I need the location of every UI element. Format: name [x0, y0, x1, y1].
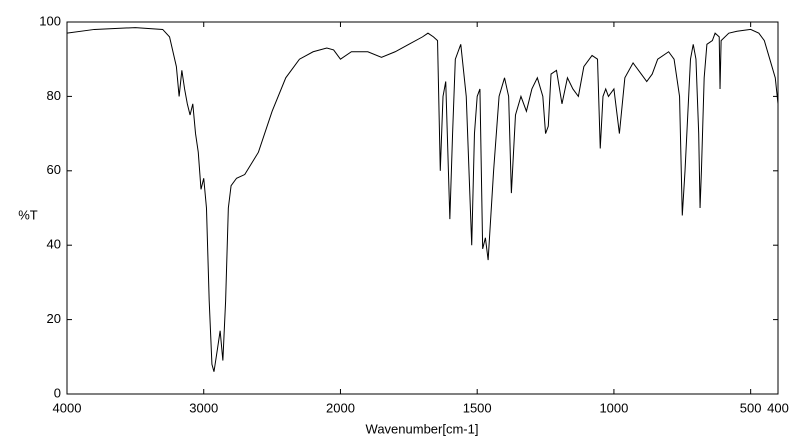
y-tick-label: 100	[39, 13, 61, 28]
spectrum-line	[66, 27, 779, 372]
x-tick-label: 400	[767, 400, 789, 415]
x-tick-label: 1000	[599, 400, 628, 415]
plot-frame	[66, 21, 779, 395]
x-tick-label: 3000	[189, 400, 218, 415]
y-axis-label: %T	[18, 207, 38, 222]
x-tick-label: 2000	[326, 400, 355, 415]
y-tick-label: 80	[47, 88, 61, 103]
y-tick-label: 20	[47, 311, 61, 326]
x-tick-label: 1500	[463, 400, 492, 415]
x-tick-label: 500	[740, 400, 762, 415]
y-tick-label: 40	[47, 237, 61, 252]
y-tick-label: 0	[54, 385, 61, 400]
x-axis-label: Wavenumber[cm-1]	[366, 421, 479, 436]
y-tick-label: 60	[47, 162, 61, 177]
x-tick-label: 4000	[53, 400, 82, 415]
